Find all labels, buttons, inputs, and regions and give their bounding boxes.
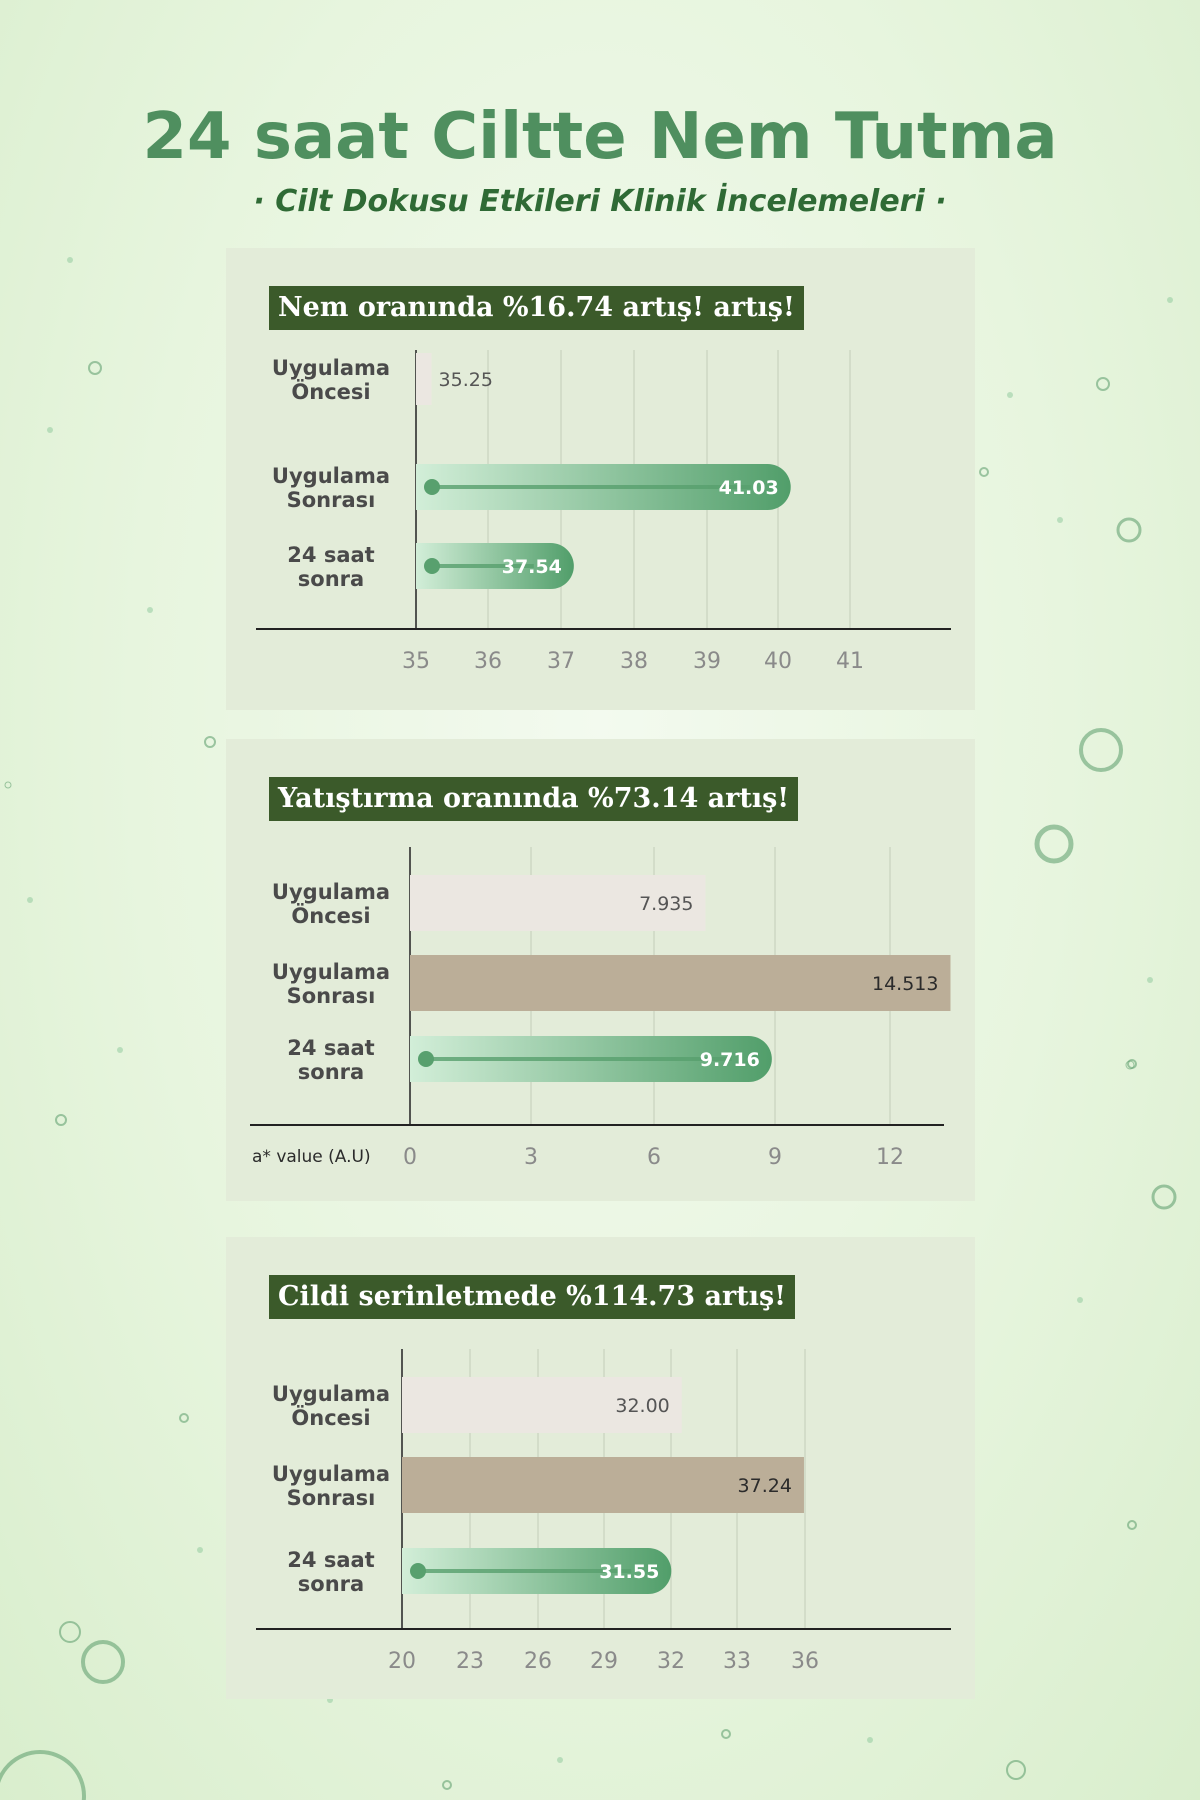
category-label: Uygulama Sonrası bbox=[272, 464, 390, 512]
cooling-chart: 20 23 26 29 32 33 36 Uygulama Öncesi 32.00 Uygulam… bbox=[256, 1349, 951, 1674]
chart-panel-moisture: 35 36 37 38 39 40 41 Uygulama Öncesi 35.25 Uygulam… bbox=[226, 248, 975, 710]
x-tick-label: 32 bbox=[657, 1649, 685, 1674]
x-tick-label: 26 bbox=[524, 1649, 552, 1674]
bar bbox=[402, 1377, 682, 1433]
chart-title-cooling: Cildi serinletmede %114.73 artış! bbox=[269, 1275, 796, 1319]
chart-panel-cooling: 20 23 26 29 32 33 36 Uygulama Öncesi 32.00 Uygulam… bbox=[226, 1237, 975, 1699]
x-tick-label: 35 bbox=[402, 649, 430, 674]
bar-start-dot bbox=[424, 558, 440, 574]
data-label: 31.55 bbox=[599, 1561, 659, 1583]
x-tick-label: 36 bbox=[474, 649, 502, 674]
chart-title-moisture: Nem oranında %16.74 artış! artış! bbox=[269, 286, 804, 330]
category-label: Uygulama Öncesi bbox=[272, 880, 390, 928]
x-tick-label: 41 bbox=[836, 649, 864, 674]
x-tick-label: 0 bbox=[403, 1145, 417, 1170]
x-tick-label: 33 bbox=[723, 1649, 751, 1674]
category-label: Uygulama Öncesi bbox=[272, 356, 390, 404]
moisture-chart: 35 36 37 38 39 40 41 Uygulama Öncesi 35.25 Uygulam… bbox=[256, 350, 951, 674]
x-tick-label: 12 bbox=[876, 1145, 904, 1170]
x-tick-label: 9 bbox=[768, 1145, 782, 1170]
x-tick-label: 40 bbox=[764, 649, 792, 674]
data-label: 32.00 bbox=[615, 1395, 669, 1417]
chart-panel-soothing: 0 3 6 9 12 a* value (A.U) Uygulama Öncesi 7.935 U… bbox=[226, 739, 975, 1201]
x-tick-label: 37 bbox=[547, 649, 575, 674]
category-label: Uygulama Sonrası bbox=[272, 960, 390, 1008]
chart-title-soothing: Yatıştırma oranında %73.14 artış! bbox=[269, 777, 799, 821]
soothing-chart: 0 3 6 9 12 a* value (A.U) Uygulama Öncesi 7.935 U… bbox=[250, 847, 951, 1170]
x-tick-label: 29 bbox=[590, 1649, 618, 1674]
x-tick-label: 23 bbox=[456, 1649, 484, 1674]
x-tick-label: 38 bbox=[620, 649, 648, 674]
x-tick-label: 3 bbox=[524, 1145, 538, 1170]
bar bbox=[410, 955, 951, 1011]
data-label: 9.716 bbox=[700, 1049, 760, 1071]
data-label: 14.513 bbox=[872, 973, 938, 995]
page-subtitle: · Cilt Dokusu Etkileri Klinik İncelemele… bbox=[253, 184, 947, 219]
bar bbox=[402, 1457, 804, 1513]
data-label: 35.25 bbox=[439, 369, 493, 391]
data-label: 37.54 bbox=[502, 556, 562, 578]
bar bbox=[410, 875, 706, 931]
bar bbox=[416, 353, 432, 405]
x-axis-title: a* value (A.U) bbox=[252, 1147, 371, 1167]
x-tick-label: 20 bbox=[388, 1649, 416, 1674]
bar-start-dot bbox=[418, 1051, 434, 1067]
x-tick-label: 36 bbox=[791, 1649, 819, 1674]
category-label: 24 saat sonra bbox=[287, 1036, 374, 1084]
category-label: 24 saat sonra bbox=[287, 1548, 374, 1596]
category-label: Uygulama Öncesi bbox=[272, 1382, 390, 1430]
data-label: 41.03 bbox=[719, 477, 779, 499]
x-tick-label: 6 bbox=[647, 1145, 661, 1170]
bar-start-dot bbox=[424, 479, 440, 495]
page-title: 24 saat Ciltte Nem Tutma bbox=[142, 100, 1058, 174]
data-label: 37.24 bbox=[738, 1475, 792, 1497]
data-label: 7.935 bbox=[639, 893, 693, 915]
category-label: Uygulama Sonrası bbox=[272, 1462, 390, 1510]
bar-start-dot bbox=[410, 1563, 426, 1579]
category-label: 24 saat sonra bbox=[287, 543, 374, 591]
x-tick-label: 39 bbox=[693, 649, 721, 674]
